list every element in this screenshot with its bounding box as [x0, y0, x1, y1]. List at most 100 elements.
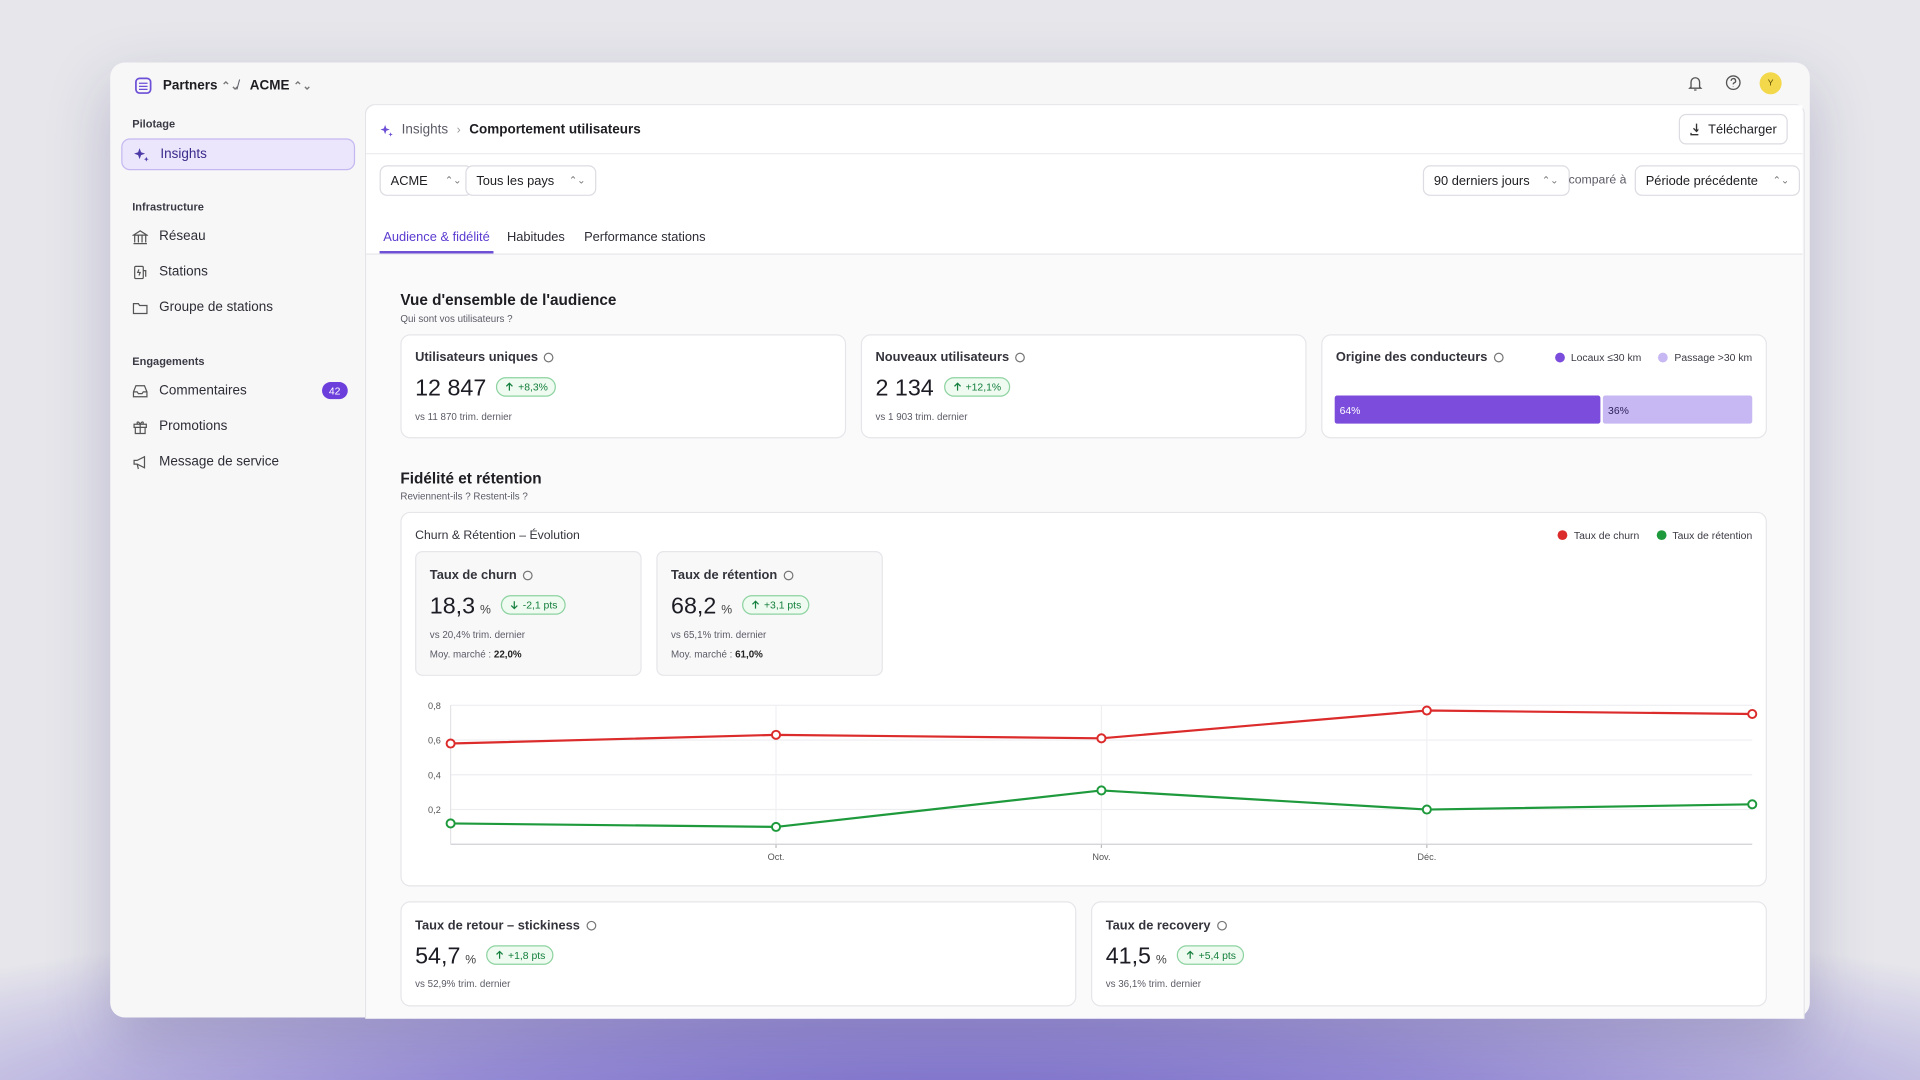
- logo: [135, 77, 152, 94]
- tab[interactable]: Audience & fidélité: [383, 230, 490, 245]
- breadcrumb-current: Comportement utilisateurs: [469, 122, 641, 138]
- nav-label: Message de service: [159, 454, 279, 469]
- nav-item[interactable]: Message de service: [121, 446, 355, 478]
- period-filter[interactable]: 90 derniers jours ⌃⌄: [1422, 165, 1570, 196]
- section-title: Vue d'ensemble de l'audience: [400, 291, 617, 309]
- legend-label: Taux de churn: [1573, 528, 1640, 542]
- breadcrumb-link[interactable]: Insights: [401, 122, 449, 138]
- icon: [132, 229, 149, 244]
- delta-pill: +3,1 pts: [741, 595, 810, 615]
- arrow: [495, 950, 503, 959]
- kpi-unit: %: [721, 603, 733, 618]
- market-value: 61,0%: [735, 648, 763, 661]
- nav-item[interactable]: Réseau: [121, 220, 355, 252]
- nav-item[interactable]: Insights: [121, 138, 356, 171]
- kpi-label: Taux de retour – stickiness: [415, 918, 596, 933]
- separator: /: [236, 78, 241, 94]
- arrow: [506, 382, 514, 391]
- nav-section-title: Infrastructure: [132, 200, 204, 214]
- icon: [1690, 123, 1699, 136]
- kpi-value: 68,2: [671, 593, 717, 620]
- kpi-unit: %: [1155, 953, 1167, 968]
- tab[interactable]: Habitudes: [506, 230, 565, 245]
- legend-dot: [1554, 352, 1565, 363]
- icon: [132, 302, 148, 314]
- market-label: Moy. marché :: [429, 648, 492, 661]
- kpi-value: 54,7: [415, 944, 461, 970]
- kpi-value-row: 2 134 +12,1%: [876, 376, 1010, 403]
- legend-dot: [1656, 530, 1667, 541]
- section-subtitle: Reviennent-ils ? Restent-ils ?: [400, 491, 528, 503]
- arrow: [751, 600, 759, 609]
- nav-label: Commentaires: [159, 383, 247, 398]
- origin-segment: 64%: [1334, 395, 1601, 424]
- market-label: Moy. marché :: [671, 648, 733, 661]
- chart-legend: Taux de churn Taux de rétention: [1558, 529, 1752, 541]
- nav-label: Groupe de stations: [159, 300, 274, 315]
- delta-pill: +8,3%: [496, 377, 557, 397]
- compare-filter[interactable]: Période précédente ⌃⌄: [1634, 165, 1801, 196]
- delta-pill: -2,1 pts: [500, 595, 567, 615]
- trend-arrow: [1186, 950, 1194, 959]
- arrow: [510, 601, 518, 610]
- nav-item[interactable]: Groupe de stations: [121, 291, 355, 323]
- nav-item[interactable]: Stations: [121, 256, 355, 288]
- tab[interactable]: Performance stations: [584, 230, 706, 245]
- breadcrumb: Insights › Comportement utilisateurs: [380, 122, 641, 137]
- delta: -2,1 pts: [522, 598, 558, 612]
- kpi-note: vs 52,9% trim. dernier: [415, 978, 511, 990]
- nav-item[interactable]: Promotions: [121, 410, 355, 442]
- delta: +5,4 pts: [1198, 948, 1236, 962]
- kpi-note: vs 65,1% trim. dernier: [671, 629, 767, 641]
- kpi-value-row: 41,5% +5,4 pts: [1106, 944, 1245, 971]
- help[interactable]: [1725, 75, 1741, 91]
- legend-item: Passage >30 km: [1658, 351, 1752, 364]
- icon: [133, 420, 147, 434]
- origin-legend: Locaux ≤30 km Passage >30 km: [1554, 351, 1752, 364]
- account-name: ACME: [249, 78, 290, 94]
- icon: [133, 455, 146, 469]
- country-filter[interactable]: Tous les pays ⌃⌄: [465, 165, 597, 196]
- org-switcher[interactable]: Partners ⌃⌄: [162, 78, 240, 94]
- legend-label: Locaux ≤30 km: [1570, 351, 1642, 364]
- kpi-label: Taux de recovery: [1106, 918, 1227, 933]
- filter-value: Tous les pays: [476, 173, 555, 188]
- delta: +1,8 pts: [508, 948, 546, 962]
- section-subtitle: Qui sont vos utilisateurs ?: [400, 313, 513, 325]
- account-filter[interactable]: ACME ⌃⌄: [379, 165, 473, 196]
- kpi-note: vs 11 870 trim. dernier: [415, 411, 512, 423]
- legend-item: Taux de rétention: [1656, 529, 1752, 541]
- nav-label: Promotions: [159, 418, 228, 434]
- button-label: Télécharger: [1708, 121, 1777, 137]
- download-button[interactable]: Télécharger: [1678, 113, 1788, 145]
- trend-arrow: [953, 382, 961, 391]
- origin-title: Origine des conducteurs: [1336, 350, 1503, 365]
- kpi-label: Taux de churn: [430, 568, 533, 583]
- market-row: Moy. marché : 61,0%: [671, 649, 763, 660]
- trend-arrow: [506, 382, 514, 391]
- filter-value: Période précédente: [1645, 173, 1758, 188]
- delta-pill: +5,4 pts: [1176, 945, 1245, 965]
- kpi-value: 18,3: [429, 593, 476, 620]
- nav-item[interactable]: Commentaires 42: [121, 375, 355, 407]
- org-name: Partners: [162, 78, 218, 94]
- kpi-value-row: 18,3% -2,1 pts: [429, 593, 567, 621]
- market-row: Moy. marché : 22,0%: [430, 649, 522, 660]
- notifications[interactable]: [1687, 75, 1703, 92]
- legend-dot: [1658, 352, 1669, 363]
- avatar[interactable]: Y: [1759, 72, 1782, 95]
- icon: [380, 124, 393, 137]
- trend-arrow: [495, 950, 503, 959]
- legend-item: Taux de churn: [1558, 529, 1639, 541]
- kpi-value: 2 134: [875, 375, 934, 402]
- filter-value: 90 derniers jours: [1433, 173, 1530, 188]
- account-switcher[interactable]: ACME ⌃⌄: [249, 78, 312, 94]
- trend-arrow: [751, 600, 759, 609]
- value-label: 64%: [1339, 403, 1361, 416]
- legend-label: Taux de rétention: [1672, 528, 1753, 542]
- divider: [366, 153, 1803, 155]
- delta: +3,1 pts: [763, 598, 802, 612]
- value-label: 36%: [1608, 403, 1629, 416]
- origin-bar: 64% 36%: [1334, 395, 1753, 424]
